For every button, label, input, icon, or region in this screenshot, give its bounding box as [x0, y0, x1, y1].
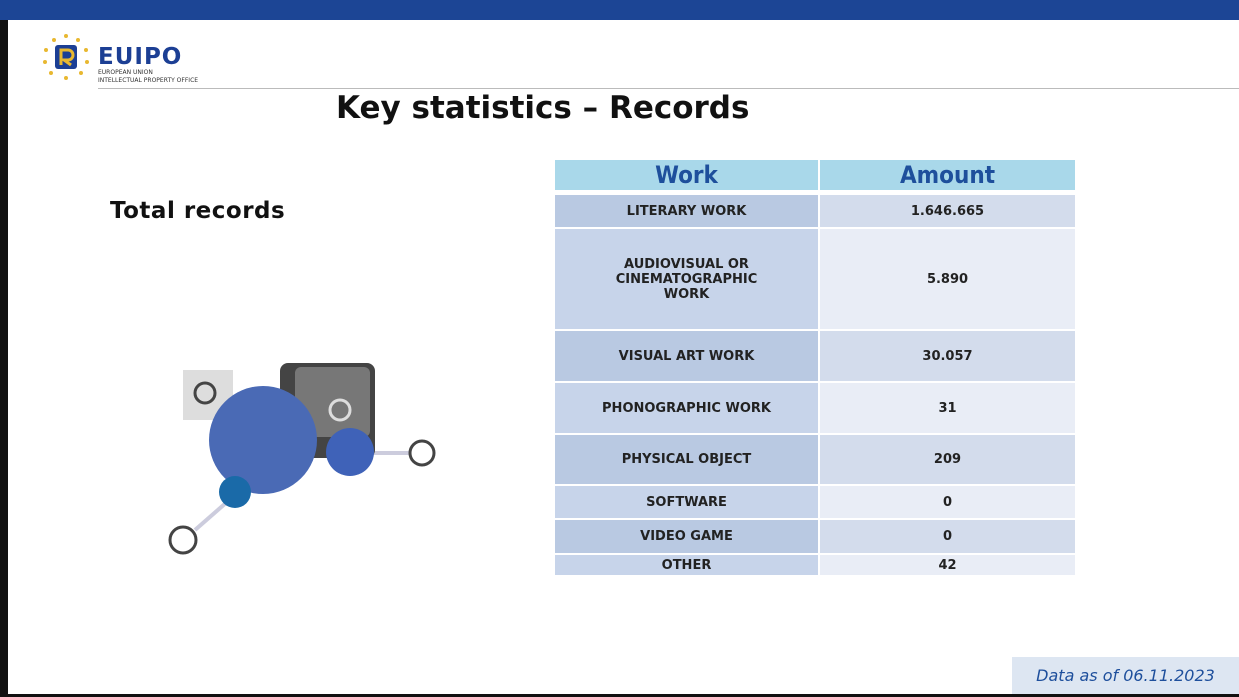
top-bar: [0, 0, 1239, 20]
amount-cell: 42: [820, 555, 1075, 575]
amount-cell: 1.646.665: [820, 195, 1075, 227]
org-name: EUROPEAN UNION: [98, 69, 153, 76]
work-cell: OTHER: [555, 555, 818, 575]
amount-cell: 0: [820, 486, 1075, 518]
amount-cell: 5.890: [820, 229, 1075, 329]
divider: [98, 88, 1239, 89]
column-header: Work: [555, 160, 818, 190]
work-cell: VIDEO GAME: [555, 520, 818, 553]
logo-emblem: [38, 32, 94, 84]
border: [0, 20, 8, 697]
work-cell: VISUAL ART WORK: [555, 331, 818, 381]
amount-cell: 0: [820, 520, 1075, 553]
illustration: [150, 355, 450, 565]
amount-cell: 30.057: [820, 331, 1075, 381]
amount-cell: 209: [820, 435, 1075, 484]
work-cell: PHONOGRAPHIC WORK: [555, 383, 818, 433]
work-cell: PHYSICAL OBJECT: [555, 435, 818, 484]
subtitle: Total records: [110, 198, 285, 224]
logo-text: EUIPO: [98, 44, 182, 70]
work-cell: LITERARY WORK: [555, 195, 818, 227]
work-cell: AUDIOVISUAL OR CINEMATOGRAPHIC WORK: [555, 229, 818, 329]
work-cell: SOFTWARE: [555, 486, 818, 518]
org-name: INTELLECTUAL PROPERTY OFFICE: [98, 77, 198, 84]
amount-cell: 31: [820, 383, 1075, 433]
slide: EUIPO EUROPEAN UNION INTELLECTUAL PROPER…: [0, 0, 1239, 697]
column-header: Amount: [820, 160, 1075, 190]
slide-title: Key statistics – Records: [336, 90, 749, 126]
footer-note: Data as of 06.11.2023: [1012, 657, 1239, 694]
